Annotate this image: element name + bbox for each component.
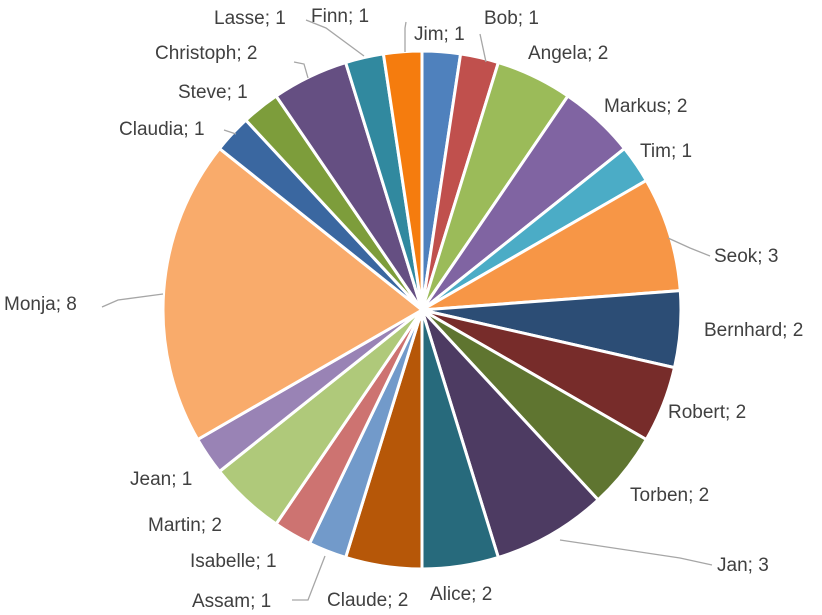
data-label-isabelle: Isabelle; 1 [190, 551, 277, 572]
data-label-torben: Torben; 2 [630, 485, 709, 506]
data-label-claudia: Claudia; 1 [119, 119, 205, 140]
data-label-bob: Bob; 1 [484, 8, 539, 29]
pie-slice-finn [381, 49, 424, 311]
data-label-christoph: Christoph; 2 [155, 43, 257, 64]
leader-line-seok [667, 237, 711, 257]
data-label-lasse: Lasse; 1 [214, 8, 286, 29]
leader-line-claudia [223, 129, 237, 135]
leader-line-finn [404, 21, 407, 52]
pie-slices [161, 49, 683, 571]
data-label-seok: Seok; 3 [714, 246, 778, 267]
data-label-jean: Jean; 1 [130, 469, 192, 490]
leader-line-bob [479, 33, 487, 63]
data-label-robert: Robert; 2 [668, 402, 746, 423]
data-label-tim: Tim; 1 [640, 141, 692, 162]
data-label-finn: Finn; 1 [311, 6, 369, 27]
data-label-jan: Jan; 3 [717, 555, 769, 576]
data-label-bernhard: Bernhard; 2 [704, 320, 803, 341]
leader-line-monja [101, 293, 164, 308]
data-label-markus: Markus; 2 [604, 96, 687, 117]
data-labels: Jim; 1 Bob; 1 Angela; 2 Markus; 2 Tim; 1 Seok… [4, 6, 803, 612]
leader-line-lasse [305, 19, 365, 57]
leader-line-assam [292, 555, 326, 601]
data-label-steve: Steve; 1 [178, 82, 248, 103]
data-label-monja: Monja; 8 [4, 294, 77, 315]
data-label-alice: Alice; 2 [430, 584, 492, 605]
data-label-angela: Angela; 2 [528, 43, 608, 64]
pie-slice-monja [161, 146, 425, 442]
leader-lines [101, 19, 713, 601]
pie-slice-seok [421, 178, 682, 312]
data-label-martin: Martin; 2 [148, 515, 222, 536]
data-label-jim: Jim; 1 [414, 24, 465, 45]
leader-line-christoph [293, 61, 309, 79]
pie-slice-jan [420, 308, 601, 560]
data-label-assam: Assam; 1 [192, 591, 271, 612]
leader-line-jan [559, 539, 713, 566]
data-label-claude: Claude; 2 [327, 590, 408, 611]
